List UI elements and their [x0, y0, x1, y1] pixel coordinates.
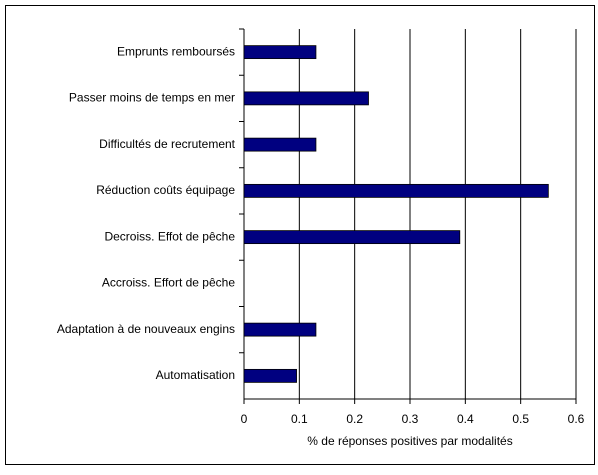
y-tick-label: Automatisation — [156, 368, 235, 382]
bar — [243, 368, 297, 383]
bar — [243, 91, 369, 106]
bar — [243, 322, 317, 337]
y-tick-label: Accroiss. Effort de pêche — [102, 276, 236, 290]
bar — [243, 45, 317, 60]
y-tick-label: Adaptation à de nouveaux engins — [57, 322, 235, 336]
bar — [243, 137, 317, 152]
x-tick-label: 0.2 — [346, 412, 363, 426]
bar — [243, 230, 461, 245]
y-tick-label: Difficultés de recrutement — [99, 137, 236, 151]
y-tick-label: Emprunts remboursés — [117, 44, 235, 58]
bar — [243, 183, 549, 198]
y-tick-label: Passer moins de temps en mer — [69, 91, 235, 105]
x-tick-label: 0.6 — [568, 412, 585, 426]
y-tick-label: Réduction coûts équipage — [96, 183, 235, 197]
x-tick-label: 0 — [241, 412, 248, 426]
x-axis-label: % de réponses positives par modalités — [307, 434, 512, 448]
y-tick-label: Decroiss. Effot de pêche — [104, 229, 235, 243]
x-tick-label: 0.3 — [402, 412, 419, 426]
x-tick-label: 0.1 — [291, 412, 308, 426]
x-tick-label: 0.4 — [457, 412, 474, 426]
x-tick-label: 0.5 — [512, 412, 529, 426]
